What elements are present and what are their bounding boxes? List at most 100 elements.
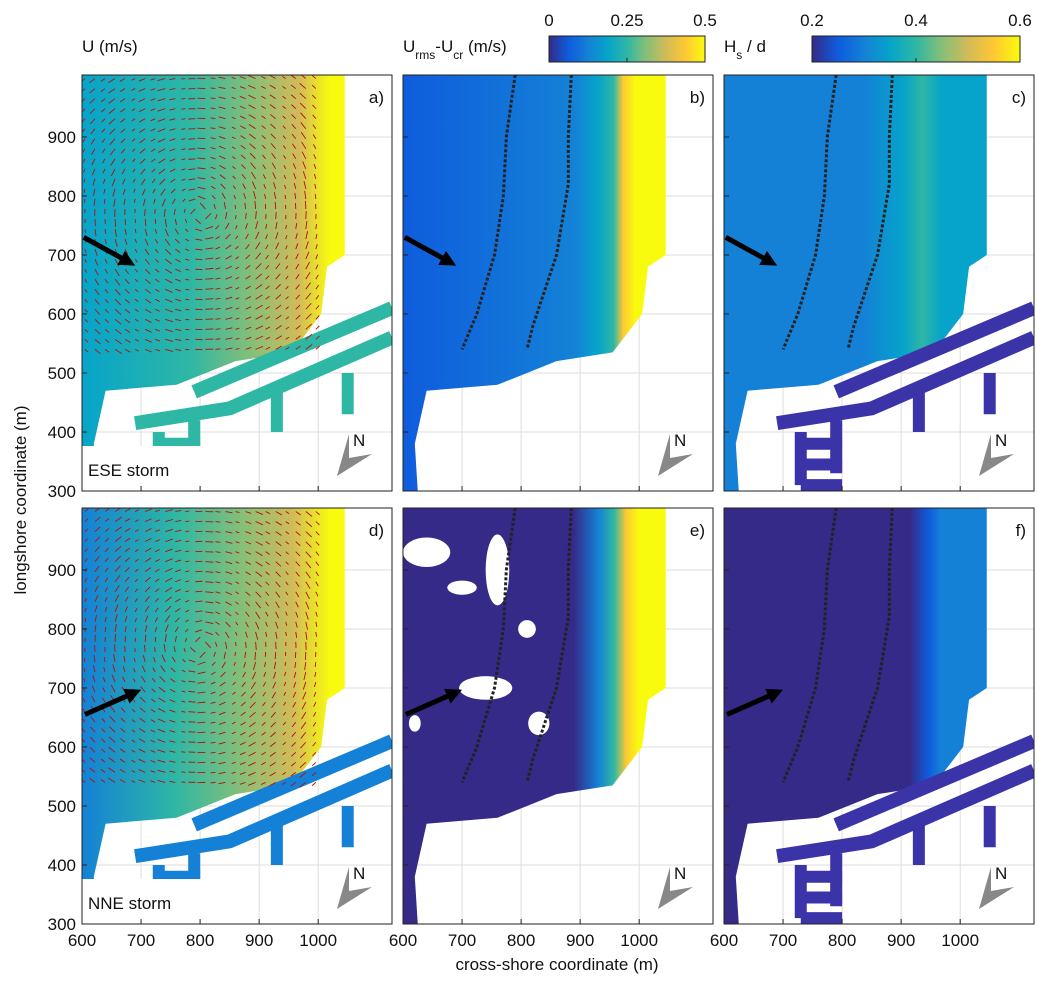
- velocity-vector: [197, 128, 205, 129]
- velocity-vector: [185, 319, 189, 320]
- north-label: N: [674, 431, 686, 450]
- y-tick-label: 800: [48, 187, 76, 206]
- velocity-vector: [215, 339, 220, 340]
- colorbar-tick-label: 0.4: [904, 11, 928, 30]
- velocity-vector: [197, 732, 205, 733]
- column-title: Hs / d: [724, 37, 766, 62]
- panel-label: b): [690, 88, 705, 107]
- velocity-vector: [205, 572, 213, 573]
- x-tick-label: 600: [710, 931, 738, 950]
- colorbar-tick-label: 0.2: [800, 11, 824, 30]
- x-tick-label: 800: [828, 931, 856, 950]
- velocity-vector: [181, 742, 185, 743]
- velocity-vector: [155, 637, 156, 642]
- velocity-vector: [205, 279, 213, 280]
- panel: [403, 75, 713, 491]
- colorbar-tick-label: 0.6: [1008, 11, 1032, 30]
- velocity-vector: [316, 632, 317, 637]
- panel-label: e): [690, 521, 705, 540]
- storm-label: ESE storm: [88, 461, 169, 480]
- north-label: N: [674, 864, 686, 883]
- dry-blob: [447, 581, 477, 595]
- colorbar-tick-label: 0.5: [693, 11, 717, 30]
- panel-label: d): [369, 521, 384, 540]
- velocity-vector: [181, 119, 185, 120]
- y-tick-label: 400: [48, 856, 76, 875]
- y-tick-label: 300: [48, 482, 76, 501]
- velocity-vector: [195, 279, 202, 280]
- panel-label: c): [1012, 88, 1026, 107]
- velocity-vector: [235, 652, 236, 656]
- title-subscript: rms: [415, 48, 435, 62]
- title-text: / d: [742, 37, 766, 56]
- north-label: N: [353, 864, 365, 883]
- x-tick-label: 900: [245, 931, 273, 950]
- velocity-vector: [245, 203, 246, 209]
- x-tick-label: 600: [389, 931, 417, 950]
- x-tick-label: 700: [448, 931, 476, 950]
- velocity-vector: [195, 581, 202, 582]
- title-subscript: cr: [453, 48, 463, 62]
- velocity-vector: [188, 149, 195, 150]
- velocity-vector: [155, 647, 156, 652]
- x-tick-label: 1000: [299, 931, 337, 950]
- x-tick-label: 800: [186, 931, 214, 950]
- north-label: N: [353, 431, 365, 450]
- velocity-vector: [205, 289, 213, 290]
- title-text: H: [724, 37, 736, 56]
- x-tick-label: 800: [507, 931, 535, 950]
- panel-label: a): [369, 88, 384, 107]
- panel: [82, 74, 392, 491]
- panel: [82, 507, 392, 924]
- y-tick-label: 700: [48, 246, 76, 265]
- panel: [724, 75, 1034, 491]
- y-tick-label: 600: [48, 305, 76, 324]
- y-tick-label: 900: [48, 561, 76, 580]
- velocity-vector: [185, 309, 189, 310]
- title-text: U (m/s): [82, 37, 138, 56]
- x-axis-label: cross-shore coordinate (m): [455, 955, 658, 974]
- y-tick-label: 800: [48, 620, 76, 639]
- title-text: U: [403, 37, 415, 56]
- velocity-vector: [315, 194, 316, 199]
- y-tick-label: 700: [48, 679, 76, 698]
- velocity-vector: [235, 205, 236, 209]
- dry-blob: [409, 715, 421, 732]
- velocity-vector: [145, 209, 146, 216]
- velocity-vector: [155, 209, 156, 214]
- storm-label: NNE storm: [88, 894, 171, 913]
- y-axis-label: longshore coordinate (m): [11, 406, 30, 595]
- colorbar-tick-label: 0.25: [610, 11, 643, 30]
- velocity-vector: [185, 551, 189, 552]
- velocity-vector: [246, 642, 247, 648]
- x-tick-label: 700: [769, 931, 797, 950]
- y-tick-label: 500: [48, 364, 76, 383]
- velocity-vector: [145, 635, 146, 642]
- velocity-vector: [210, 772, 215, 773]
- velocity-vector: [236, 215, 237, 219]
- dry-blob: [459, 676, 512, 700]
- y-tick-label: 600: [48, 738, 76, 757]
- dry-blob: [518, 620, 536, 638]
- column-title: Urms-Ucr (m/s): [403, 37, 507, 62]
- velocity-vector: [195, 591, 202, 592]
- y-tick-label: 400: [48, 423, 76, 442]
- dry-blob: [403, 538, 450, 568]
- title-text: (m/s): [463, 37, 506, 56]
- velocity-vector: [215, 512, 220, 513]
- x-tick-label: 700: [127, 931, 155, 950]
- colorbar-tick-label: 0: [544, 11, 553, 30]
- y-tick-label: 500: [48, 797, 76, 816]
- velocity-vector: [188, 702, 195, 703]
- velocity-vector: [181, 762, 185, 763]
- velocity-vector: [85, 229, 86, 233]
- velocity-vector: [236, 642, 237, 646]
- y-tick-label: 900: [48, 128, 76, 147]
- x-tick-label: 1000: [941, 931, 979, 950]
- velocity-vector: [188, 159, 195, 160]
- north-label: N: [995, 431, 1007, 450]
- velocity-vector: [210, 782, 215, 783]
- panel-label: f): [1016, 521, 1026, 540]
- velocity-vector: [215, 522, 220, 523]
- velocity-vector: [181, 99, 185, 100]
